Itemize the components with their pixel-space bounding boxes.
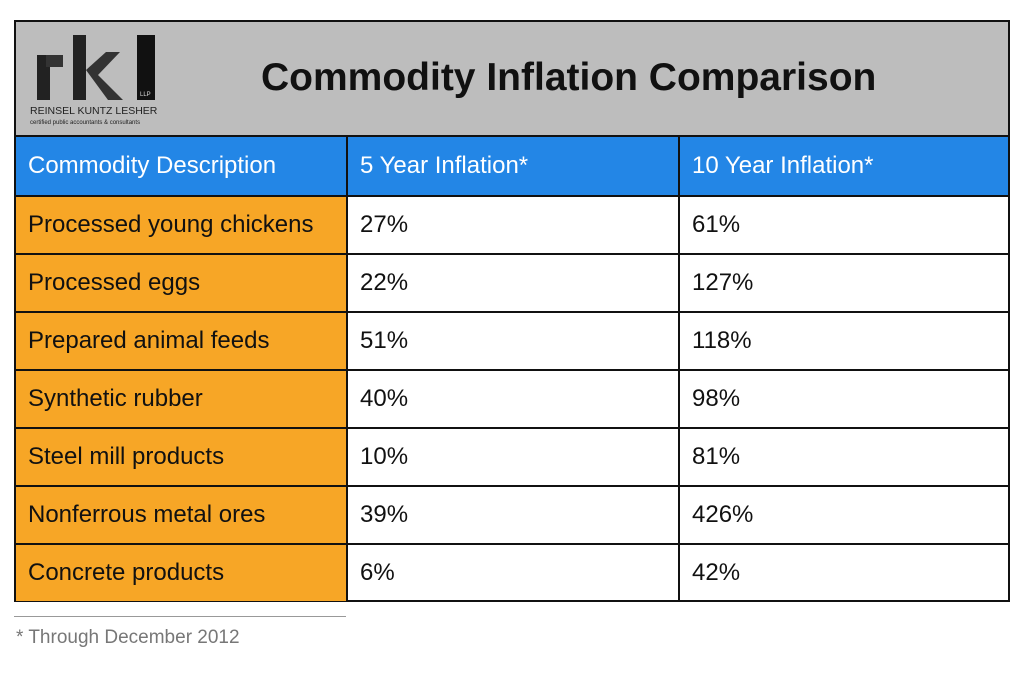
five-year-cell: 10%	[346, 427, 680, 487]
table-row: Nonferrous metal ores 39% 426%	[16, 485, 1008, 545]
commodity-cell: Synthetic rubber	[16, 369, 348, 429]
column-header: 5 Year Inflation*	[346, 137, 680, 197]
page-title: Commodity Inflation Comparison	[261, 56, 877, 99]
column-header: 10 Year Inflation*	[678, 137, 1008, 197]
ten-year-cell: 61%	[678, 195, 1008, 255]
column-header: Commodity Description	[16, 137, 348, 197]
footnote-divider	[14, 616, 346, 617]
commodity-cell: Steel mill products	[16, 427, 348, 487]
inflation-table: Commodity Description 5 Year Inflation* …	[16, 137, 1008, 601]
five-year-cell: 27%	[346, 195, 680, 255]
ten-year-cell: 81%	[678, 427, 1008, 487]
five-year-cell: 6%	[346, 543, 680, 601]
table-row: Steel mill products 10% 81%	[16, 427, 1008, 487]
table-row: Synthetic rubber 40% 98%	[16, 369, 1008, 429]
header-row: Commodity Description 5 Year Inflation* …	[16, 137, 1008, 197]
ten-year-cell: 42%	[678, 543, 1008, 601]
table-row: Prepared animal feeds 51% 118%	[16, 311, 1008, 371]
table-row: Processed eggs 22% 127%	[16, 253, 1008, 313]
ten-year-cell: 118%	[678, 311, 1008, 371]
footnote: * Through December 2012	[16, 627, 240, 648]
svg-text:REINSEL KUNTZ LESHER: REINSEL KUNTZ LESHER	[30, 105, 158, 117]
table-frame: LLP REINSEL KUNTZ LESHER certified publi…	[14, 20, 1010, 602]
five-year-cell: 40%	[346, 369, 680, 429]
svg-text:LLP: LLP	[140, 92, 151, 98]
commodity-cell: Prepared animal feeds	[16, 311, 348, 371]
table-row: Processed young chickens 27% 61%	[16, 195, 1008, 255]
ten-year-cell: 426%	[678, 485, 1008, 545]
rkl-logo: LLP REINSEL KUNTZ LESHER certified publi…	[30, 35, 158, 126]
ten-year-cell: 98%	[678, 369, 1008, 429]
title-banner: LLP REINSEL KUNTZ LESHER certified publi…	[16, 22, 1008, 137]
svg-text:certified public accountants &: certified public accountants & consultan…	[30, 120, 140, 126]
commodity-cell: Nonferrous metal ores	[16, 485, 348, 545]
commodity-cell: Concrete products	[16, 543, 348, 601]
five-year-cell: 39%	[346, 485, 680, 545]
commodity-cell: Processed eggs	[16, 253, 348, 313]
ten-year-cell: 127%	[678, 253, 1008, 313]
five-year-cell: 22%	[346, 253, 680, 313]
five-year-cell: 51%	[346, 311, 680, 371]
commodity-cell: Processed young chickens	[16, 195, 348, 255]
table-row: Concrete products 6% 42%	[16, 543, 1008, 601]
